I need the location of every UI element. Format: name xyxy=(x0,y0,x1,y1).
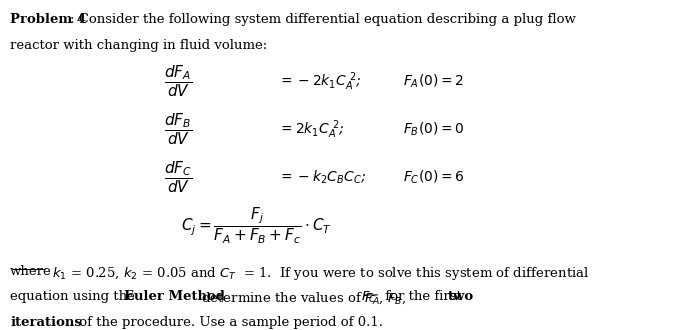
Text: : Consider the following system differential equation describing a plug flow: : Consider the following system differen… xyxy=(70,13,576,26)
Text: $F_A(0) = 2$: $F_A(0) = 2$ xyxy=(403,73,464,90)
Text: $F_C$: $F_C$ xyxy=(361,290,377,306)
Text: $\dfrac{dF_A}{dV}$: $\dfrac{dF_A}{dV}$ xyxy=(164,64,192,99)
Text: $k_1$ = 0.25, $k_2$ = 0.05 and $C_T$  = 1.  If you were to solve this system of : $k_1$ = 0.25, $k_2$ = 0.05 and $C_T$ = 1… xyxy=(48,265,590,282)
Text: for the first: for the first xyxy=(381,290,466,303)
Text: Problem 4: Problem 4 xyxy=(10,13,86,26)
Text: $\dfrac{dF_B}{dV}$: $\dfrac{dF_B}{dV}$ xyxy=(164,112,192,148)
Text: $= -2k_1C_A^{\ 2}$;: $= -2k_1C_A^{\ 2}$; xyxy=(278,70,362,93)
Text: $= -k_2C_BC_C$;: $= -k_2C_BC_C$; xyxy=(278,169,367,186)
Text: two: two xyxy=(448,290,474,303)
Text: determine the values of $F_A$, $F_B$,: determine the values of $F_A$, $F_B$, xyxy=(197,290,406,306)
Text: $F_B(0) = 0$: $F_B(0) = 0$ xyxy=(403,121,464,138)
Text: $\dfrac{dF_C}{dV}$: $\dfrac{dF_C}{dV}$ xyxy=(164,160,192,195)
Text: $= 2k_1C_A^{\ 2}$;: $= 2k_1C_A^{\ 2}$; xyxy=(278,118,345,141)
Text: where: where xyxy=(10,265,52,278)
Text: equation using the: equation using the xyxy=(10,290,140,303)
Text: reactor with changing in fluid volume:: reactor with changing in fluid volume: xyxy=(10,39,268,52)
Text: of the procedure. Use a sample period of 0.1.: of the procedure. Use a sample period of… xyxy=(75,316,384,329)
Text: $F_C(0) = 6$: $F_C(0) = 6$ xyxy=(403,169,465,186)
Text: Euler Method: Euler Method xyxy=(123,290,224,303)
Text: $C_j = \dfrac{F_j}{F_A + F_B + F_c}\cdot C_T$: $C_j = \dfrac{F_j}{F_A + F_B + F_c}\cdot… xyxy=(181,205,332,246)
Text: iterations: iterations xyxy=(10,316,82,329)
